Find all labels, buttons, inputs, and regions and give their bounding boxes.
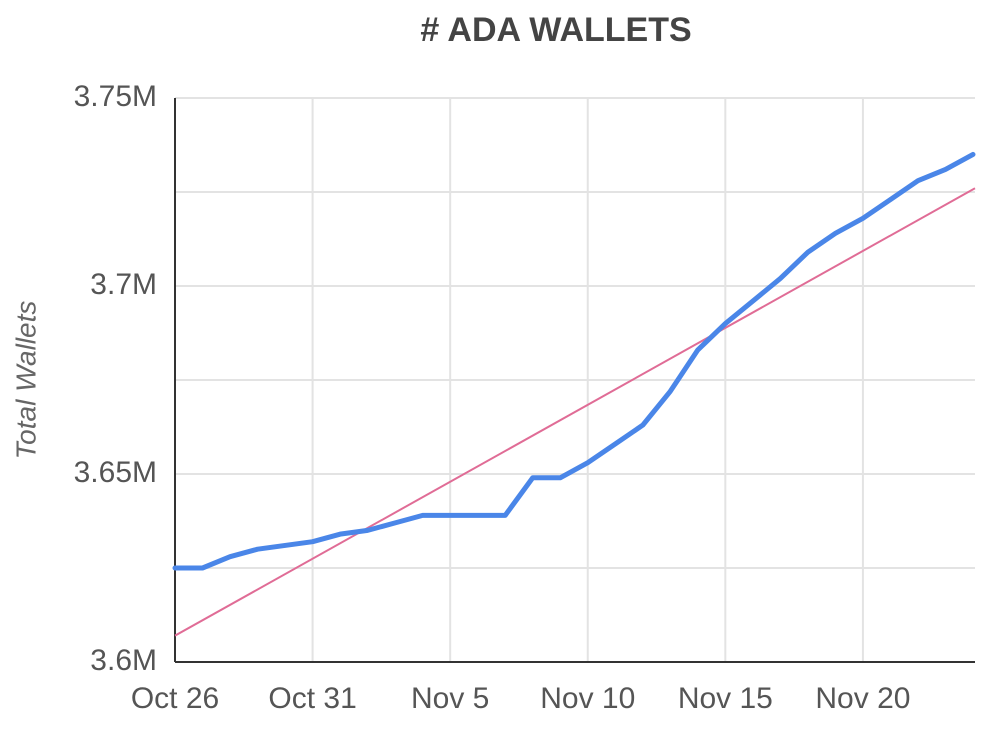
- y-tick-label: 3.7M: [90, 268, 157, 301]
- x-tick-label: Nov 20: [815, 682, 910, 715]
- trendline: [174, 187, 976, 637]
- chart-title: # ADA WALLETS: [420, 11, 691, 49]
- x-tick-label: Oct 26: [131, 682, 219, 715]
- y-tick-label: 3.75M: [74, 80, 157, 113]
- x-tick-label: Nov 10: [540, 682, 635, 715]
- y-tick-label: 3.65M: [74, 456, 157, 489]
- y-tick-label: 3.6M: [90, 644, 157, 677]
- x-tick-label: Nov 15: [678, 682, 773, 715]
- y-axis-label: Total Wallets: [10, 301, 41, 460]
- x-tick-label: Nov 5: [411, 682, 489, 715]
- data-line: [172, 151, 976, 571]
- x-tick-label: Oct 31: [268, 682, 356, 715]
